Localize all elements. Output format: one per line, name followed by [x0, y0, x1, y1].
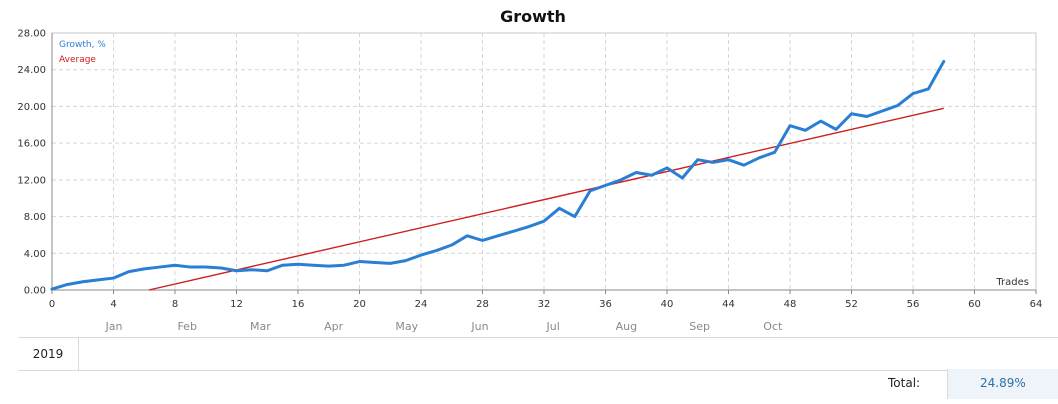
month-label: Oct: [763, 320, 783, 333]
x-tick-label: 44: [722, 299, 735, 310]
x-tick-label: 20: [353, 299, 366, 310]
x-tick-label: 0: [49, 299, 55, 310]
month-label: Aug: [615, 320, 638, 333]
year-row: 2019: [18, 337, 1058, 371]
chart-title: Growth: [500, 7, 566, 26]
grid-lines: [52, 33, 1036, 290]
total-label: Total:: [888, 376, 921, 390]
legend-growth: Growth, %: [59, 40, 106, 50]
month-label: Feb: [177, 320, 197, 333]
y-tick-label: 16.00: [17, 139, 46, 150]
month-label: May: [395, 320, 419, 333]
x-tick-label: 28: [476, 299, 489, 310]
month-label: Mar: [250, 320, 271, 333]
month-label: Sep: [689, 320, 710, 333]
x-tick-label: 56: [907, 299, 920, 310]
series-line-growth: [50, 59, 946, 291]
month-labels: Jan Feb Mar Apr May Jun Jul Aug Sep Oct: [0, 318, 1058, 336]
y-tick-label: 8.00: [24, 212, 46, 223]
y-tick-label: 28.00: [17, 29, 46, 40]
month-label: Jan: [105, 320, 123, 333]
x-tick-label: 36: [599, 299, 612, 310]
x-tick-label: 52: [845, 299, 858, 310]
month-label: Jul: [546, 320, 560, 333]
total-value: 24.89%: [980, 376, 1026, 390]
legend-average: Average: [59, 55, 96, 65]
x-tick-label: 60: [968, 299, 981, 310]
year-label: 2019: [18, 338, 79, 370]
y-tick-label: 20.00: [17, 102, 46, 113]
month-label: Apr: [324, 320, 344, 333]
x-tick-label: 32: [538, 299, 551, 310]
x-tick-label: 4: [110, 299, 116, 310]
series-line-average: [148, 107, 944, 291]
x-tick-label: 8: [172, 299, 178, 310]
x-axis-ticks: 0 4 8 12 16 20 24 28 32 36 40 44 48 52 56 60 64: [49, 290, 1043, 310]
x-tick-label: 16: [292, 299, 305, 310]
y-tick-label: 12.00: [17, 175, 46, 186]
y-axis-ticks: 0.00 4.00 8.00 12.00 16.00 20.00 24.00 28.00: [17, 29, 46, 297]
total-value-box: [947, 369, 1058, 399]
y-tick-label: 24.00: [17, 65, 46, 76]
x-tick-label: 40: [661, 299, 674, 310]
x-tick-label: 64: [1030, 299, 1043, 310]
y-tick-label: 4.00: [24, 249, 46, 260]
x-tick-label: 48: [784, 299, 797, 310]
x-tick-label: 12: [230, 299, 243, 310]
growth-chart: Growth 0.00 4.00 8.00 12.00 16.00 20.00 24.00 2…: [17, 7, 1043, 310]
y-tick-label: 0.00: [24, 286, 46, 297]
x-tick-label: 24: [415, 299, 428, 310]
x-axis-label: Trades: [995, 277, 1029, 288]
series-lines: [50, 59, 946, 291]
month-label: Jun: [471, 320, 489, 333]
